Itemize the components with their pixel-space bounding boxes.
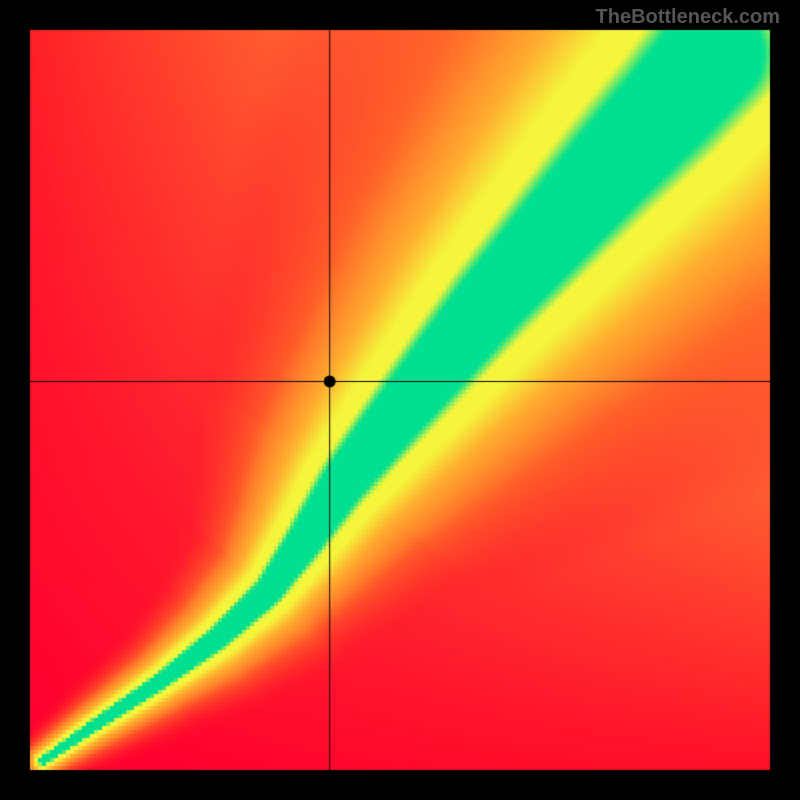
watermark-label: TheBottleneck.com xyxy=(596,6,780,29)
chart-container: TheBottleneck.com xyxy=(0,0,800,800)
heatmap-canvas xyxy=(0,0,800,800)
